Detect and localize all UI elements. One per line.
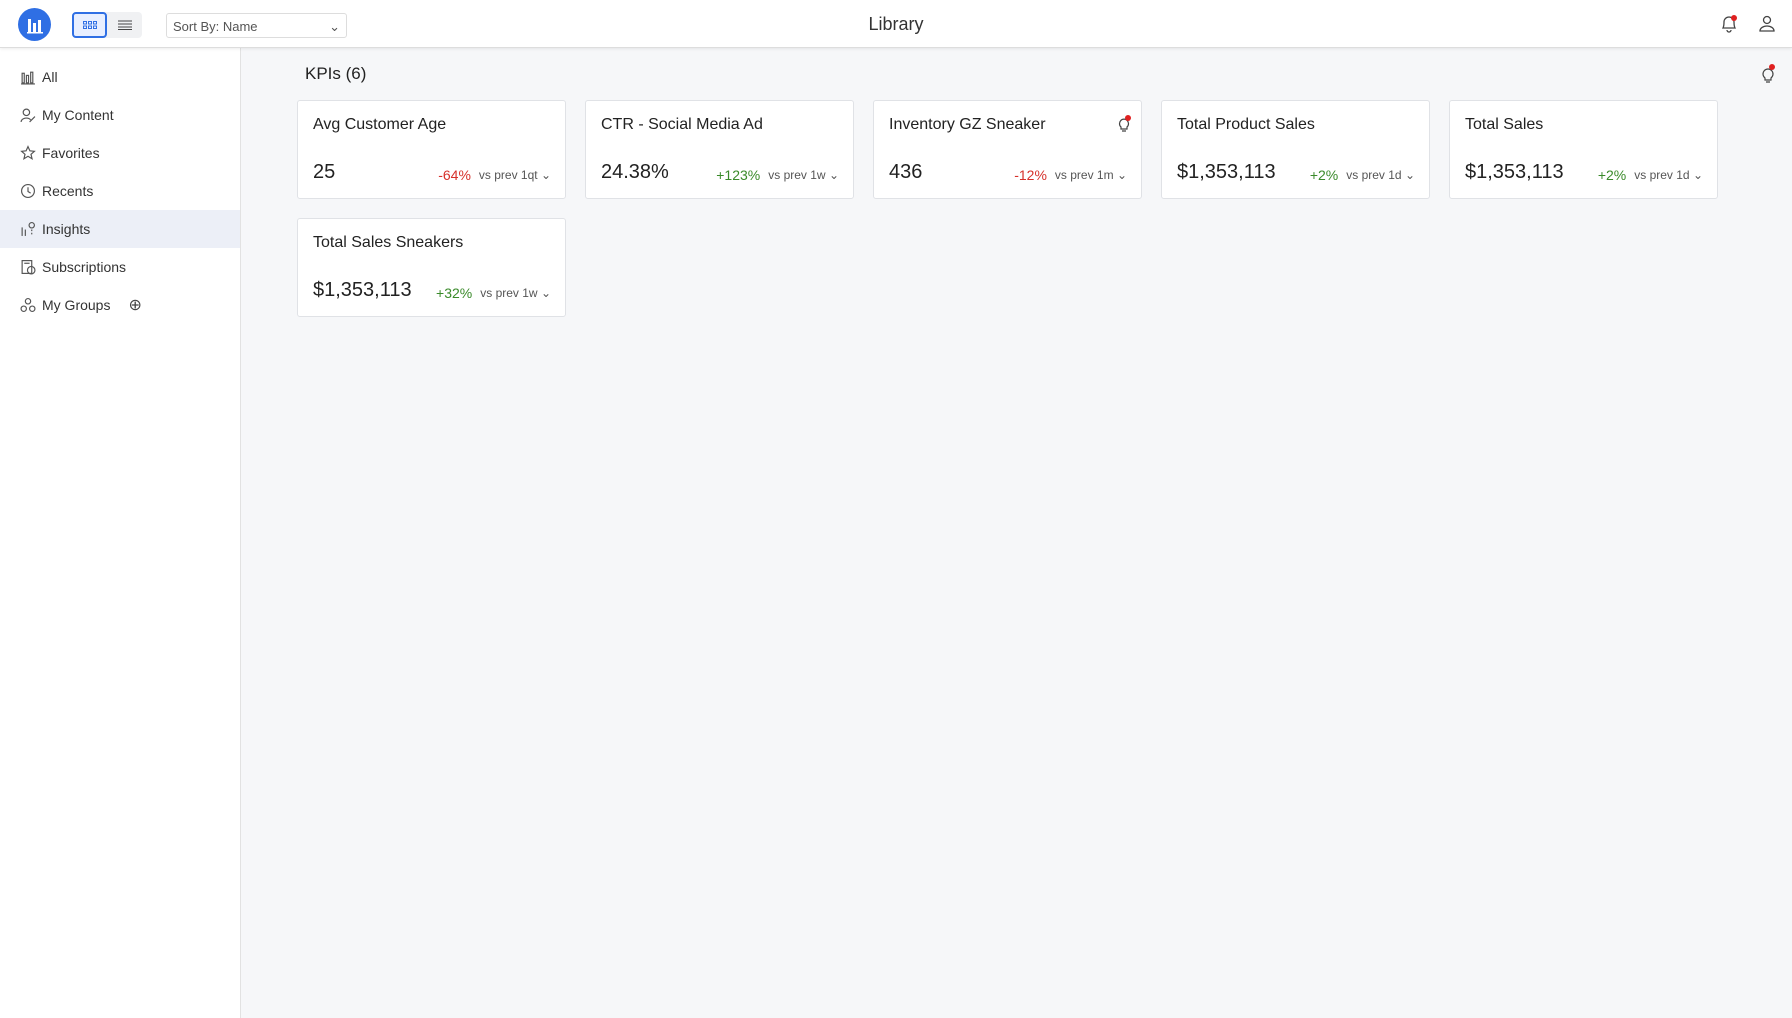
subscription-icon <box>21 260 36 275</box>
kpi-value: $1,353,113 <box>313 279 412 301</box>
sidebar-item-recents[interactable]: Recents <box>0 172 240 210</box>
sidebar: All My Content Favorites Recents Insights Sub… <box>0 48 241 1018</box>
notification-button[interactable] <box>1720 14 1738 39</box>
sidebar-item-all[interactable]: All <box>0 58 240 96</box>
period-dropdown[interactable]: vs prev 1qt ⌄ <box>478 168 551 182</box>
kpi-title: Total Sales Sneakers <box>313 234 464 251</box>
list-icon <box>117 20 132 30</box>
user-profile-button[interactable] <box>1758 14 1776 39</box>
kpi-title: Inventory GZ Sneaker <box>889 116 1046 133</box>
app-logo[interactable] <box>18 8 51 41</box>
kpi-card[interactable]: Total Sales $1,353,113 +2% vs prev 1d ⌄ <box>1449 100 1718 199</box>
kpi-title: Total Product Sales <box>1177 116 1315 133</box>
period-dropdown[interactable]: vs prev 1d ⌄ <box>1346 168 1415 182</box>
sidebar-item-my-groups[interactable]: My Groups ⊕ <box>0 286 240 324</box>
kpi-change: -64% <box>438 167 471 183</box>
chevron-down-icon: ⌄ <box>1404 168 1415 182</box>
kpi-card[interactable]: CTR - Social Media Ad 24.38% +123% vs pr… <box>585 100 854 199</box>
chevron-down-icon: ⌄ <box>1692 168 1703 182</box>
add-group-button[interactable]: ⊕ <box>128 297 142 314</box>
kpi-value: 25 <box>313 161 336 183</box>
user-edit-icon <box>20 108 36 123</box>
page-title: Library <box>868 14 924 34</box>
user-icon <box>1759 15 1775 32</box>
sidebar-item-label: All <box>42 69 58 85</box>
kpi-change: +123% <box>716 167 761 183</box>
sidebar-item-label: Recents <box>42 183 94 199</box>
kpi-value: 24.38% <box>601 161 669 183</box>
period-dropdown[interactable]: vs prev 1m ⌄ <box>1054 168 1127 182</box>
sidebar-item-insights[interactable]: Insights <box>0 210 240 248</box>
period-dropdown[interactable]: vs prev 1w ⌄ <box>768 168 839 182</box>
bar-chart-icon <box>21 71 35 85</box>
clock-icon <box>21 184 35 198</box>
sidebar-item-label: My Groups <box>42 297 111 313</box>
star-icon <box>20 145 36 160</box>
main-content: KPIs (6) Avg Customer Age 25 -64% vs pre… <box>241 48 1792 1018</box>
view-toggle <box>72 12 142 38</box>
groups-icon <box>20 298 36 312</box>
sidebar-item-label: Subscriptions <box>42 259 127 275</box>
kpi-value: $1,353,113 <box>1177 161 1276 183</box>
grid-view-button[interactable] <box>72 12 107 38</box>
bar-chart-icon <box>26 18 43 33</box>
grid-icon <box>82 21 97 29</box>
chevron-down-icon: ⌄ <box>540 168 551 182</box>
kpi-value: $1,353,113 <box>1465 161 1564 183</box>
sidebar-item-label: Insights <box>42 221 91 237</box>
lightbulb-icon <box>1118 115 1131 132</box>
kpi-card[interactable]: Total Sales Sneakers $1,353,113 +32% vs … <box>297 218 566 317</box>
insights-icon <box>21 222 35 236</box>
kpi-title: CTR - Social Media Ad <box>601 116 763 133</box>
chevron-down-icon: ⌄ <box>1116 168 1127 182</box>
insights-alert-button[interactable] <box>1760 64 1776 89</box>
kpi-card[interactable]: Avg Customer Age 25 -64% vs prev 1qt ⌄ <box>297 100 566 199</box>
chevron-down-icon: ⌄ <box>828 168 839 182</box>
insight-alert-button[interactable] <box>1117 115 1131 138</box>
kpi-card[interactable]: Inventory GZ Sneaker 436 -12% vs prev 1m… <box>873 100 1142 199</box>
section-heading: KPIs (6) <box>305 64 367 83</box>
kpi-change: +32% <box>436 285 473 301</box>
period-dropdown[interactable]: vs prev 1w ⌄ <box>480 286 551 300</box>
sort-dropdown[interactable]: Sort By: Name ⌄ <box>166 13 347 38</box>
sidebar-item-label: Favorites <box>42 145 100 161</box>
sidebar-item-label: My Content <box>42 107 114 123</box>
kpi-value: 436 <box>889 161 923 183</box>
sidebar-item-subscriptions[interactable]: Subscriptions <box>0 248 240 286</box>
kpi-change: +2% <box>1309 167 1339 183</box>
kpi-title: Total Sales <box>1465 116 1544 133</box>
period-dropdown[interactable]: vs prev 1d ⌄ <box>1634 168 1703 182</box>
list-view-button[interactable] <box>107 12 142 38</box>
kpi-title: Avg Customer Age <box>313 116 447 133</box>
bell-icon <box>1721 15 1737 33</box>
kpi-card[interactable]: Total Product Sales $1,353,113 +2% vs pr… <box>1161 100 1430 199</box>
kpi-change: +2% <box>1597 167 1627 183</box>
top-bar: Sort By: Name ⌄ Library <box>0 0 1792 48</box>
chevron-down-icon: ⌄ <box>540 286 551 300</box>
chevron-down-icon: ⌄ <box>329 19 340 34</box>
kpi-change: -12% <box>1014 167 1047 183</box>
lightbulb-icon <box>1762 64 1775 83</box>
sidebar-item-my-content[interactable]: My Content <box>0 96 240 134</box>
sidebar-item-favorites[interactable]: Favorites <box>0 134 240 172</box>
